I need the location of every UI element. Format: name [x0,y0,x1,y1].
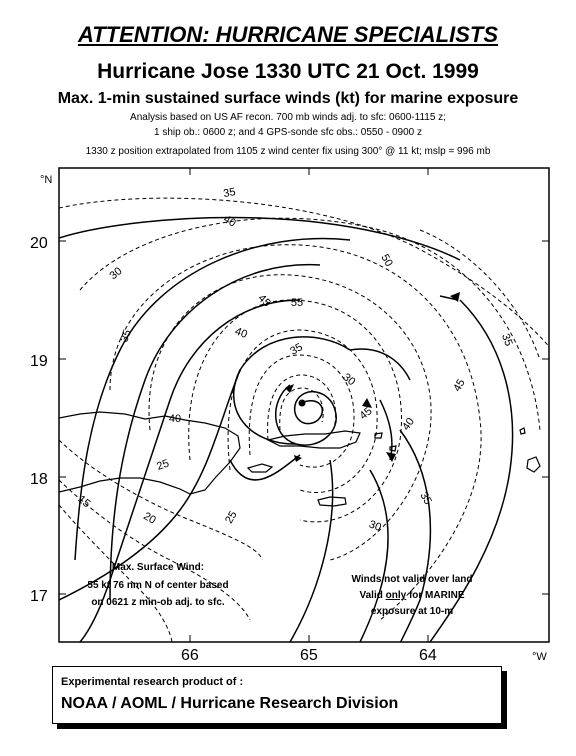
svg-text:55 kt 76 nm N of center based: 55 kt 76 nm N of center based [87,580,228,591]
contour-value-label: 20 [141,510,158,527]
lat-tick-label: 20 [30,235,48,252]
contour-value-label: 30 [367,518,383,533]
attention-heading: ATTENTION: HURRICANE SPECIALISTS [77,22,499,47]
lon-tick-label: 65 [300,647,318,660]
svg-text:Winds not valid over land: Winds not valid over land [351,574,472,585]
footer-organization: NOAA / AOML / Hurricane Research Divisio… [61,695,399,712]
svg-text:Valid only for MARINE: Valid only for MARINE [359,590,464,601]
contour-value-label: 30 [340,371,357,388]
coastlines [59,411,541,507]
contour-value-label: 35 [222,186,236,200]
contour-value-label: 55 [291,297,303,309]
svg-text:exposure at 10-m: exposure at 10-m [371,606,453,617]
contour-value-label: 25 [223,509,240,526]
isotach-contours [59,197,549,642]
max-wind-note: Max. Surface Wind: 55 kt 76 nm N of cent… [87,562,228,608]
contour-value-label: 35 [118,328,133,344]
contour-value-label: 45 [451,377,468,394]
latitude-axis [59,240,549,595]
lat-tick-label: 17 [30,588,48,605]
contour-value-label: 35 [499,332,514,348]
contour-value-label: 45 [358,405,375,422]
contour-value-label: 35 [288,341,305,358]
lon-unit-label: °W [532,651,547,660]
longitude-axis [189,168,429,642]
footer-credit-label: Experimental research product of : [61,676,244,688]
contour-value-label: 40 [400,416,417,433]
lon-tick-label: 66 [181,647,199,660]
contour-value-label: 15 [75,493,92,510]
page-subtitle: Max. 1-min sustained surface winds (kt) … [57,90,519,107]
analysis-note-2: 1 ship ob.: 0600 z; and 4 GPS-sonde sfc … [154,127,422,138]
contour-value-label: 25 [155,457,171,472]
flow-arrowheads [285,292,460,462]
validity-note: Winds not valid over land Valid only for… [351,574,472,617]
contour-value-label: 40 [233,325,249,340]
footer-box: Experimental research product of : NOAA … [52,666,502,724]
contour-value-label: 40 [221,213,238,230]
svg-text:Max. Surface Wind:: Max. Surface Wind: [112,562,204,573]
contour-value-label: 40 [169,413,181,425]
page-title: Hurricane Jose 1330 UTC 21 Oct. 1999 [97,60,479,83]
streamlines [59,216,514,642]
contour-value-label: 30 [108,265,125,282]
contour-value-label: 35 [417,490,434,507]
svg-text:on 0621 z min-ob adj. to sfc.: on 0621 z min-ob adj. to sfc. [91,597,225,608]
lon-tick-label: 64 [419,647,437,660]
map-frame [58,167,550,643]
contour-value-label: 50 [378,252,395,269]
lat-unit-label: °N [40,174,52,186]
analysis-note-3: 1330 z position extrapolated from 1105 z… [85,146,491,157]
lat-tick-label: 19 [30,353,48,370]
lat-tick-label: 18 [30,471,48,488]
storm-center-marker [298,399,306,407]
analysis-note-1: Analysis based on US AF recon. 700 mb wi… [130,112,446,123]
